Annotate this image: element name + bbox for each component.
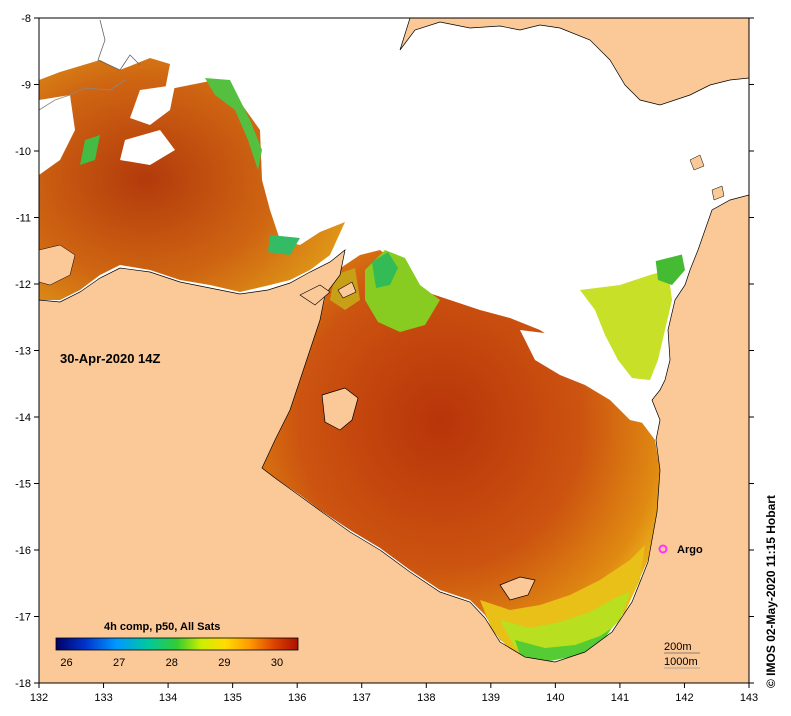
x-tick-label: 142 (675, 692, 693, 704)
colorbar-label: 29 (218, 657, 230, 669)
sst-west-cool-edge (205, 78, 262, 170)
y-tick-label: -9 (21, 80, 31, 92)
land-mornington-island (499, 576, 536, 601)
y-tick-label: -8 (21, 13, 31, 25)
colorbar-gradient (55, 637, 299, 651)
argo-marker[interactable]: Argo (658, 544, 703, 556)
y-tick-label: -11 (16, 213, 31, 225)
y-tick-label: -16 (15, 545, 31, 557)
x-tick-label: 133 (94, 692, 112, 704)
land-top-end (39, 194, 749, 683)
x-axis: 132 133 134 135 136 137 138 139 140 141 142 143 (30, 683, 758, 704)
y-tick-label: -14 (15, 412, 31, 424)
colorbar: 4h comp, p50, All Sats 26 27 28 29 30 (55, 621, 299, 669)
x-tick-label: 135 (223, 692, 241, 704)
colorbar-label: 27 (113, 657, 125, 669)
colorbar-label: 26 (60, 657, 72, 669)
x-tick-label: 138 (417, 692, 435, 704)
copyright-icon: © (764, 679, 778, 688)
depth-legend-1000m: 1000m (664, 656, 698, 668)
x-tick-label: 143 (740, 692, 758, 704)
land-groote-eylandt (321, 387, 359, 431)
cloud-gap (130, 85, 175, 125)
y-tick-label: -17 (15, 612, 31, 624)
x-tick-label: 132 (30, 692, 48, 704)
date-label: 30-Apr-2020 14Z (60, 351, 160, 366)
y-tick-label: -10 (15, 146, 31, 158)
x-tick-label: 134 (159, 692, 177, 704)
x-tick-label: 139 (482, 692, 500, 704)
credit-text: © IMOS 02-May-2020 11:15 Hobart (764, 428, 778, 688)
sst-west-region (39, 58, 345, 300)
sst-east-cool-strip (580, 270, 672, 380)
y-axis: -8 -9 -10 -11 -12 -13 -14 -15 -16 -17 -18 (15, 13, 754, 690)
y-tick-label: -15 (15, 479, 31, 491)
land-new-guinea (399, 18, 749, 106)
y-tick-label: -18 (15, 678, 31, 690)
colorbar-label: 28 (166, 657, 178, 669)
contour-200m (97, 19, 141, 71)
credit-label: IMOS 02-May-2020 11:15 Hobart (764, 495, 778, 676)
depth-legend: 200m 1000m (664, 641, 700, 669)
colorbar-label: 30 (271, 657, 283, 669)
x-tick-label: 141 (611, 692, 629, 704)
colorbar-title: 4h comp, p50, All Sats (104, 621, 220, 633)
argo-marker-icon[interactable] (658, 544, 668, 554)
x-tick-label: 140 (546, 692, 564, 704)
y-tick-label: -13 (15, 346, 31, 358)
x-tick-label: 136 (288, 692, 306, 704)
x-tick-label: 137 (353, 692, 371, 704)
y-tick-label: -12 (15, 279, 31, 291)
depth-legend-200m: 200m (664, 641, 692, 653)
argo-label: Argo (677, 544, 703, 556)
